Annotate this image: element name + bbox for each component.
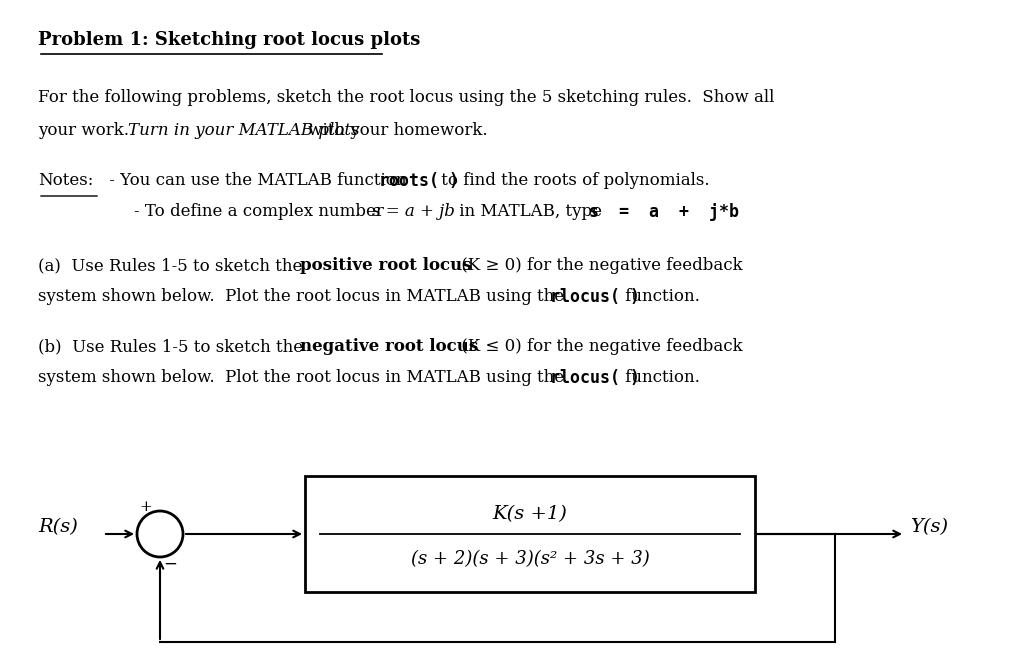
- Text: function.: function.: [620, 288, 699, 305]
- Text: +: +: [139, 500, 152, 514]
- Text: - To define a complex number: - To define a complex number: [134, 203, 389, 220]
- Text: your work.: your work.: [38, 122, 139, 139]
- Text: Problem 1: Sketching root locus plots: Problem 1: Sketching root locus plots: [38, 31, 421, 49]
- Text: system shown below.  Plot the root locus in MATLAB using the: system shown below. Plot the root locus …: [38, 369, 569, 386]
- Text: with your homework.: with your homework.: [303, 122, 487, 139]
- Text: system shown below.  Plot the root locus in MATLAB using the: system shown below. Plot the root locus …: [38, 288, 569, 305]
- Text: Turn in your MATLAB plots: Turn in your MATLAB plots: [128, 122, 359, 139]
- Text: rlocus( ): rlocus( ): [550, 288, 640, 306]
- Text: (a)  Use Rules 1-5 to sketch the: (a) Use Rules 1-5 to sketch the: [38, 257, 307, 274]
- Text: Y(s): Y(s): [910, 518, 948, 536]
- Text: - You can use the MATLAB function: - You can use the MATLAB function: [104, 172, 412, 189]
- Text: (b)  Use Rules 1-5 to sketch the: (b) Use Rules 1-5 to sketch the: [38, 338, 308, 355]
- Text: Notes:: Notes:: [38, 172, 93, 189]
- Text: R(s): R(s): [38, 518, 78, 536]
- Text: roots( ): roots( ): [379, 172, 459, 190]
- Text: negative root locus: negative root locus: [300, 338, 478, 355]
- FancyBboxPatch shape: [305, 476, 755, 592]
- Text: For the following problems, sketch the root locus using the 5 sketching rules.  : For the following problems, sketch the r…: [38, 89, 774, 106]
- Text: s = a + jb: s = a + jb: [372, 203, 455, 220]
- Text: (s + 2)(s + 3)(s² + 3s + 3): (s + 2)(s + 3)(s² + 3s + 3): [411, 550, 649, 568]
- Text: to find the roots of polynomials.: to find the roots of polynomials.: [436, 172, 710, 189]
- Text: (K ≥ 0) for the negative feedback: (K ≥ 0) for the negative feedback: [456, 257, 742, 274]
- Text: s  =  a  +  j*b: s = a + j*b: [589, 203, 739, 221]
- Text: K(s +1): K(s +1): [493, 505, 567, 523]
- Text: rlocus( ): rlocus( ): [550, 369, 640, 387]
- Text: function.: function.: [620, 369, 699, 386]
- Text: −: −: [163, 556, 177, 573]
- Text: in MATLAB, type: in MATLAB, type: [454, 203, 607, 220]
- Text: (K ≤ 0) for the negative feedback: (K ≤ 0) for the negative feedback: [456, 338, 742, 355]
- Text: positive root locus: positive root locus: [300, 257, 472, 274]
